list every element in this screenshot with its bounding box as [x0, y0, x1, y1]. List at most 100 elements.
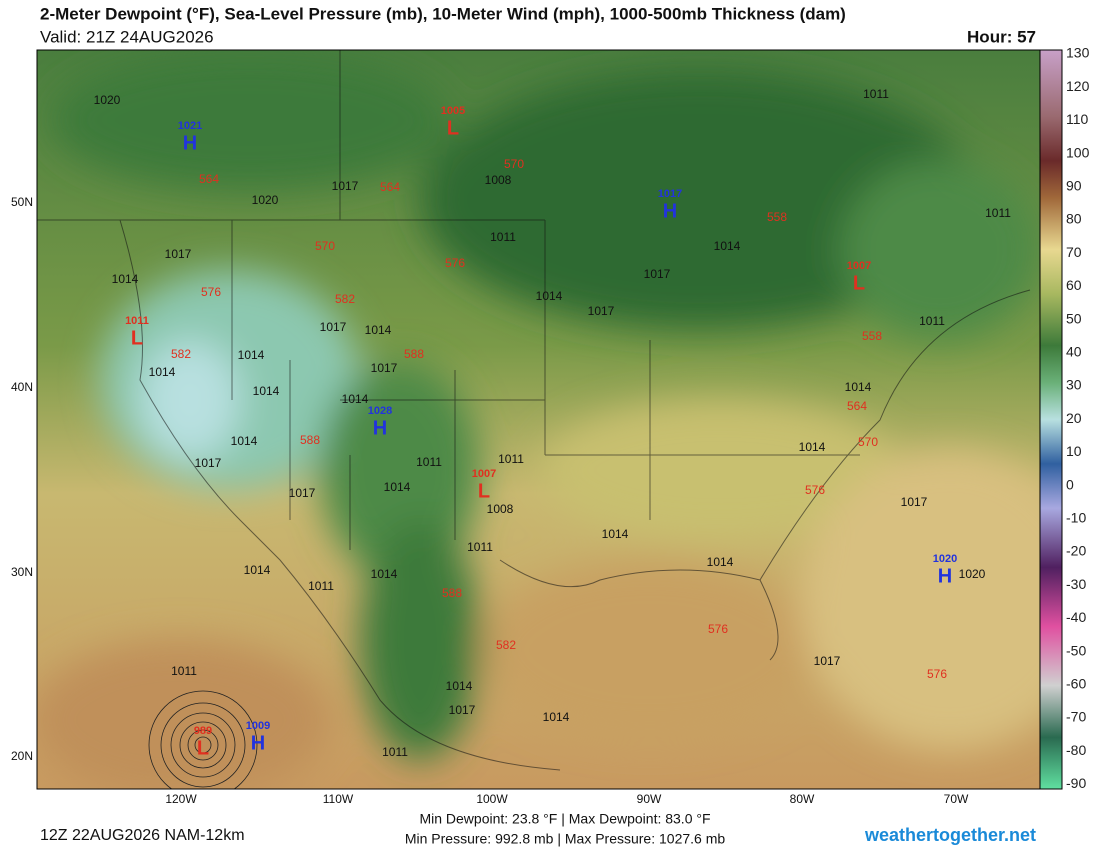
pressure-value: 1020 — [933, 553, 957, 565]
thickness-label: 570 — [504, 157, 524, 171]
colorbar-labels: 1301201101009080706050403020100-10-20-30… — [1066, 45, 1090, 791]
isobar-label: 1017 — [901, 495, 928, 509]
colorbar-label: 130 — [1066, 45, 1090, 61]
isobar-label: 1008 — [485, 173, 512, 187]
thickness-label: 588 — [300, 433, 320, 447]
colorbar-label: -40 — [1066, 609, 1086, 625]
colorbar-label: -30 — [1066, 576, 1086, 592]
isobar-label: 1011 — [863, 87, 889, 101]
thickness-label: 558 — [767, 210, 787, 224]
longitude-label: 110W — [323, 792, 354, 806]
colorbar-label: -60 — [1066, 676, 1086, 692]
isobar-label: 1014 — [231, 434, 258, 448]
thickness-label: 588 — [404, 347, 424, 361]
low-isobars — [148, 690, 258, 789]
isobar-label: 1017 — [289, 486, 316, 500]
pressure-value: 1007 — [847, 260, 871, 272]
isobar-label: 1011 — [467, 540, 493, 554]
pressure-letter: L — [197, 737, 209, 759]
isobar-label: 1014 — [602, 527, 629, 541]
thickness-label: 564 — [847, 399, 867, 413]
isobar-label: 1014 — [536, 289, 563, 303]
thickness-label: 576 — [927, 667, 947, 681]
thickness-label: 570 — [315, 239, 335, 253]
colorbar-label: 70 — [1066, 244, 1082, 260]
pressure-value: 1007 — [472, 468, 496, 480]
colorbar-label: -70 — [1066, 709, 1086, 725]
pressure-value: 1009 — [246, 720, 270, 732]
forecast-hour: Hour: 57 — [967, 27, 1036, 46]
model-run: 12Z 22AUG2026 NAM-12km — [40, 827, 245, 844]
pressure-value: 1021 — [178, 120, 202, 132]
isobar-label: 1017 — [449, 703, 476, 717]
colorbar-label: 10 — [1066, 443, 1082, 459]
thickness-label: 576 — [201, 285, 221, 299]
thickness-label: 582 — [335, 292, 355, 306]
map: 1021H1005L1017H1007L1011L1028H1007L1020H… — [37, 50, 1040, 789]
axis-labels: 50N 40N 30N 20N 120W 110W 100W 90W 80W 70W — [11, 195, 969, 806]
pressure-letter: H — [251, 732, 265, 754]
colorbar-label: 0 — [1066, 476, 1074, 492]
thickness-label: 582 — [171, 347, 191, 361]
thickness-label: 582 — [496, 638, 516, 652]
isobar-label: 1014 — [253, 384, 280, 398]
colorbar-label: 50 — [1066, 310, 1082, 326]
pressure-letter: L — [131, 327, 143, 349]
pressure-letter: H — [183, 132, 197, 154]
isobar-label: 1011 — [416, 455, 442, 469]
latitude-label: 50N — [11, 195, 33, 209]
isobar-label: 1014 — [714, 239, 741, 253]
isobar-label: 1014 — [845, 380, 872, 394]
pressure-letter: H — [663, 200, 677, 222]
pressure-letter: L — [478, 480, 490, 502]
colorbar-label: 110 — [1066, 111, 1089, 127]
pressure-value: 1028 — [368, 405, 392, 417]
isobar-label: 1017 — [332, 179, 359, 193]
map-labels: 1021H1005L1017H1007L1011L1028H1007L1020H… — [94, 87, 1012, 759]
isobar-label: 1020 — [252, 193, 279, 207]
colorbar-label: -80 — [1066, 742, 1086, 758]
thickness-label: 576 — [805, 483, 825, 497]
isobar-label: 1017 — [165, 247, 192, 261]
isobar-label: 1011 — [919, 314, 945, 328]
longitude-label: 80W — [790, 792, 815, 806]
isobar-label: 1017 — [814, 654, 841, 668]
dewpoint-shading — [37, 50, 1040, 789]
colorbar-label: 20 — [1066, 410, 1082, 426]
longitude-label: 70W — [944, 792, 969, 806]
pressure-letter: L — [447, 117, 459, 139]
isobar-label: 1014 — [149, 365, 176, 379]
pressure-value: 1011 — [125, 315, 149, 327]
isobar-label: 1017 — [195, 456, 222, 470]
colorbar-label: 30 — [1066, 377, 1082, 393]
isobar-label: 1014 — [238, 348, 265, 362]
thickness-label: 570 — [858, 435, 878, 449]
latitude-label: 30N — [11, 565, 33, 579]
colorbar — [1039, 49, 1063, 790]
colorbar-label: 40 — [1066, 344, 1082, 360]
isobar-label: 1020 — [959, 567, 986, 581]
isobar-label: 1017 — [644, 267, 671, 281]
isobar-label: 1014 — [371, 567, 398, 581]
boundaries — [37, 50, 1031, 771]
pressure-value: 1005 — [441, 105, 465, 117]
isobar-label: 1011 — [985, 206, 1011, 220]
thickness-label: 564 — [380, 180, 400, 194]
isobar-label: 1014 — [384, 480, 411, 494]
isobar-label: 1014 — [112, 272, 139, 286]
colorbar-label: 80 — [1066, 211, 1082, 227]
isobar-label: 1008 — [487, 502, 514, 516]
isobar-label: 1011 — [382, 745, 408, 759]
site-name: weathertogether.net — [864, 825, 1036, 845]
colorbar-label: -10 — [1066, 510, 1086, 526]
thickness-label: 588 — [442, 586, 462, 600]
pressure-stats: Min Pressure: 992.8 mb | Max Pressure: 1… — [405, 831, 726, 847]
isobar-label: 1017 — [320, 320, 347, 334]
pressure-value: 989 — [194, 725, 212, 737]
isobar-label: 1017 — [371, 361, 398, 375]
colorbar-label: -50 — [1066, 642, 1086, 658]
thickness-label: 564 — [199, 172, 219, 186]
dewpoint-stats: Min Dewpoint: 23.8 °F | Max Dewpoint: 83… — [419, 811, 710, 827]
pressure-letter: H — [938, 565, 952, 587]
